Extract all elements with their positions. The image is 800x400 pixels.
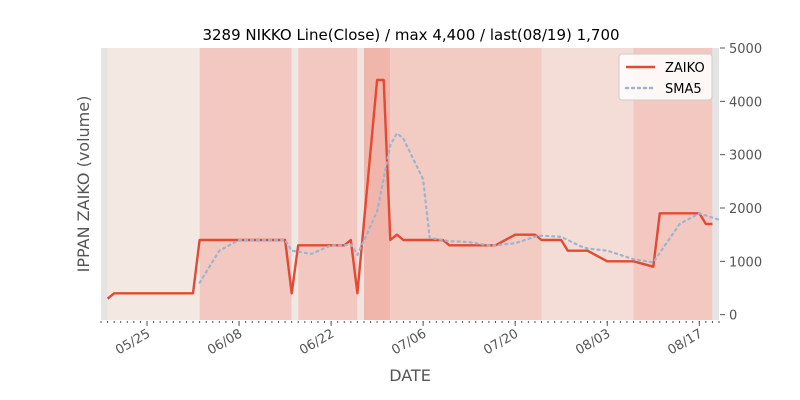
background-band-7	[390, 48, 542, 320]
background-band-8	[541, 48, 634, 320]
y-tick-label-0: 0	[729, 309, 737, 324]
legend-label-zaiko: ZAIKO	[665, 61, 705, 76]
y-tick-label-4: 4000	[729, 95, 762, 110]
x-tick-label-2: 06/22	[297, 326, 337, 358]
background-band-0	[101, 48, 108, 320]
x-axis-ticks: 05/25 06/08 06/22 07/06 07/20 08/03 08/17	[100, 321, 720, 358]
background-band-3	[291, 48, 299, 320]
x-tick-label-1: 06/08	[205, 326, 245, 358]
legend-label-sma5: SMA5	[665, 82, 702, 97]
y-tick-label-1: 1000	[729, 255, 762, 270]
legend-box	[618, 53, 713, 101]
x-tick-label-3: 07/06	[389, 326, 429, 358]
background-bands	[101, 48, 719, 320]
series-lines	[106, 78, 721, 300]
x-tick-label-4: 07/20	[481, 326, 521, 358]
x-tick-label-6: 08/17	[665, 326, 705, 358]
y-tick-label-5: 5000	[729, 42, 762, 57]
y-tick-label-3: 3000	[729, 149, 762, 164]
background-band-4	[298, 48, 358, 320]
x-tick-label-0: 05/25	[113, 326, 153, 358]
series-line-sma5	[198, 132, 721, 284]
background-band-1	[107, 48, 200, 320]
x-tick-label-5: 08/03	[573, 326, 613, 358]
legend: ZAIKO SMA5	[618, 53, 713, 101]
y-axis-label: IPPAN ZAIKO (volume)	[74, 96, 93, 273]
background-band-2	[199, 48, 292, 320]
series-line-zaiko	[106, 78, 713, 300]
y-axis-ticks: 0 1000 2000 3000 4000 5000	[720, 42, 762, 324]
background-band-5	[357, 48, 364, 320]
x-axis-label: DATE	[389, 366, 431, 385]
chart-title: 3289 NIKKO Line(Close) / max 4,400 / las…	[202, 26, 619, 44]
background-band-10	[712, 48, 719, 320]
y-tick-label-2: 2000	[729, 202, 762, 217]
